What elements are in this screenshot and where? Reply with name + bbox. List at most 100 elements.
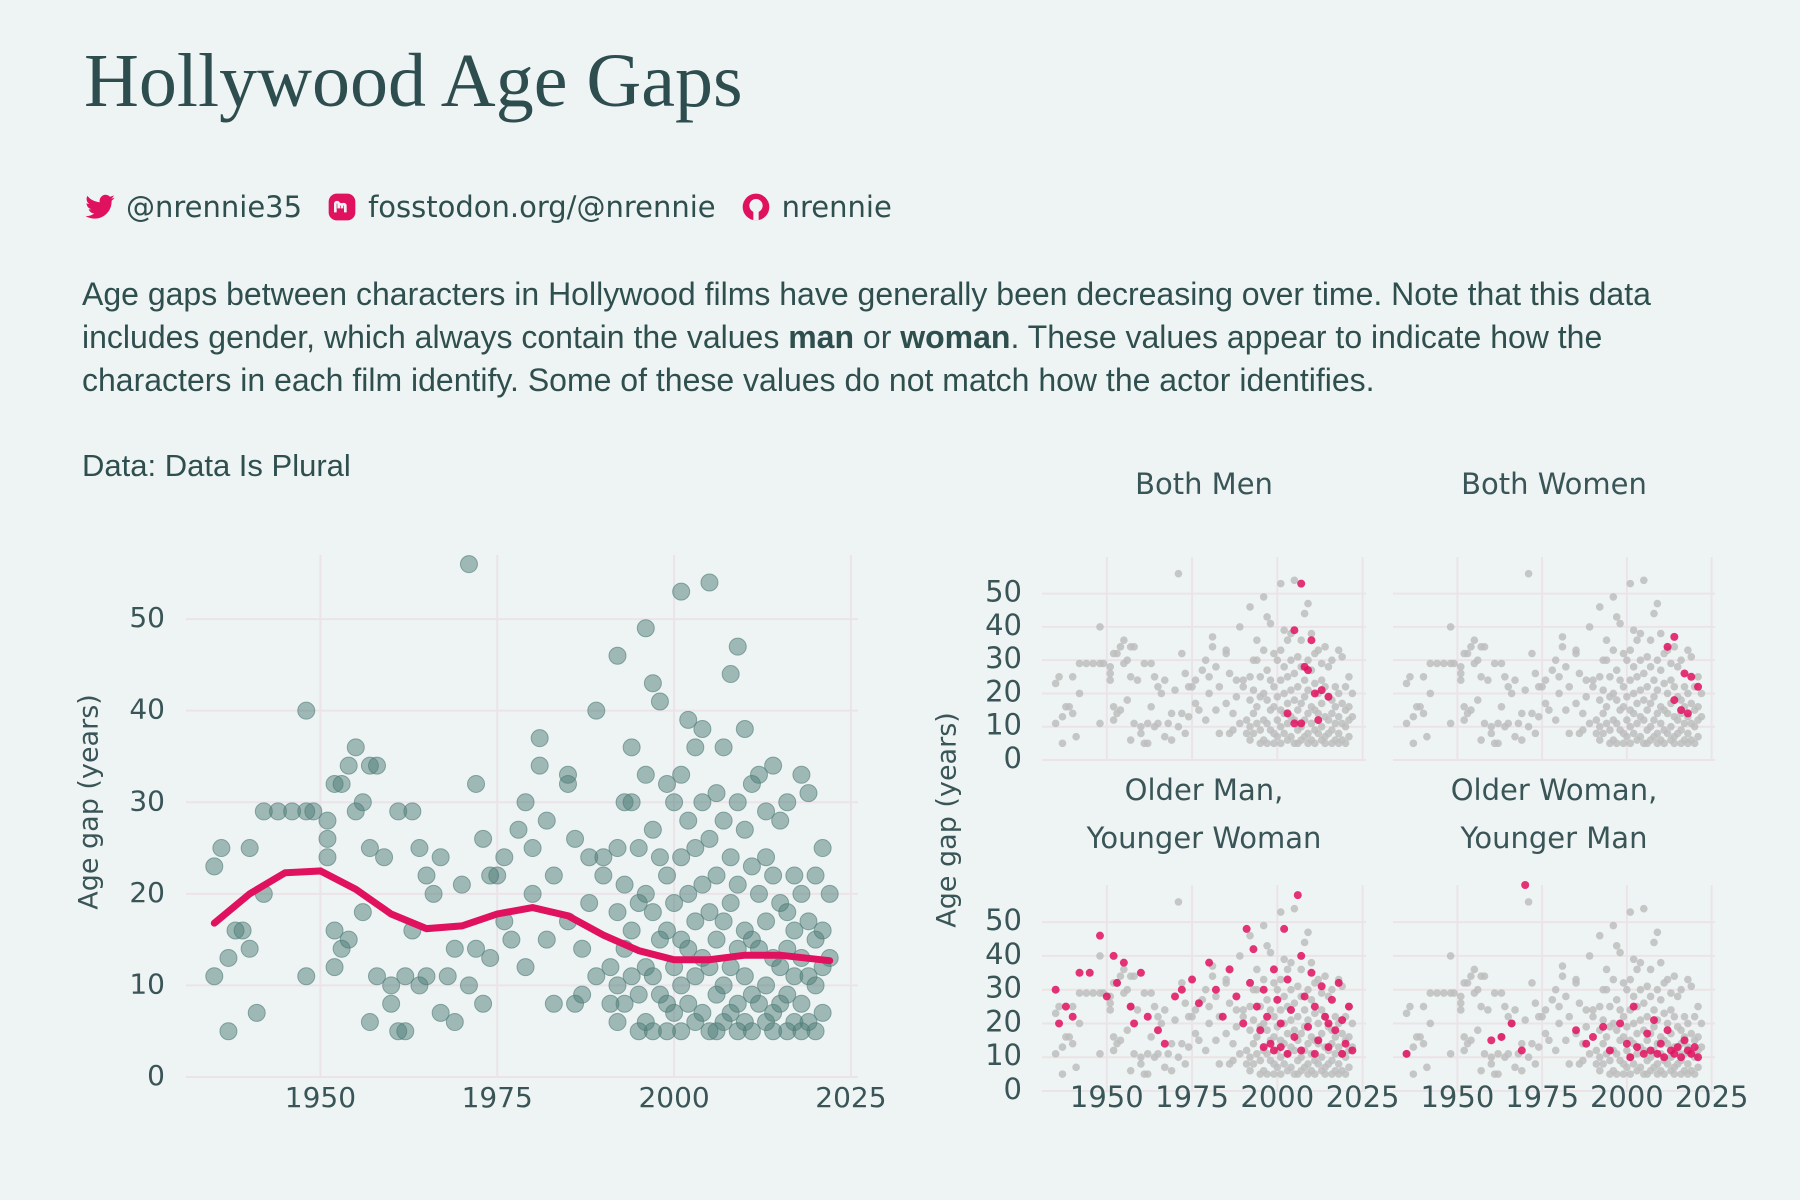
background-point [1307, 996, 1316, 1004]
background-point [1270, 682, 1278, 691]
background-point [1572, 979, 1580, 987]
x-tick-label: 2000 [1240, 1080, 1314, 1114]
background-point [1338, 1029, 1346, 1038]
point [714, 976, 733, 995]
background-point [1667, 1006, 1675, 1014]
background-point [1130, 1050, 1138, 1058]
background-point [1341, 722, 1350, 731]
highlight-point [1136, 968, 1145, 977]
highlight-point [1143, 1012, 1152, 1021]
background-point [1599, 729, 1607, 738]
background-point [1528, 709, 1536, 718]
point [643, 903, 662, 922]
point [403, 802, 422, 821]
description: Age gaps between characters in Hollywood… [82, 273, 1742, 402]
background-point [1109, 1046, 1118, 1055]
background-point [1677, 1026, 1685, 1035]
background-point [1612, 1070, 1621, 1078]
point [672, 582, 691, 601]
highlight-point [1324, 1019, 1333, 1028]
background-point [1297, 965, 1305, 974]
highlight-point [1126, 1002, 1135, 1011]
background-point [1109, 702, 1118, 711]
point [360, 1013, 379, 1032]
background-point [1293, 653, 1302, 661]
point [523, 884, 542, 903]
point [735, 967, 754, 986]
background-point [1242, 729, 1251, 738]
background-point [1167, 709, 1176, 718]
highlight-point [1521, 881, 1530, 889]
background-point [1562, 992, 1570, 1001]
github-icon [742, 193, 769, 221]
background-point [1409, 1070, 1418, 1078]
background-point [1184, 1043, 1193, 1051]
background-point [1147, 989, 1155, 997]
background-point [1501, 1002, 1509, 1011]
highlight-point [1639, 1049, 1648, 1058]
background-point [1181, 999, 1190, 1007]
x-tick-label: 1975 [462, 1081, 533, 1114]
point [382, 976, 401, 995]
point [332, 774, 351, 793]
background-point [1317, 676, 1326, 684]
point [325, 921, 344, 940]
background-point [1450, 659, 1458, 668]
background-point [1670, 739, 1679, 748]
background-point [1263, 613, 1271, 621]
point [636, 765, 655, 784]
description-text: or [854, 319, 901, 355]
point [452, 875, 471, 894]
background-point [1229, 709, 1237, 718]
point [509, 820, 528, 839]
background-point [1068, 1039, 1077, 1048]
background-point [1663, 1060, 1672, 1068]
background-point [1555, 689, 1563, 698]
background-point [1222, 979, 1230, 987]
background-point [1154, 719, 1162, 728]
background-point [1640, 696, 1648, 704]
background-point [1229, 1039, 1237, 1048]
background-point [1259, 593, 1268, 601]
background-point [1266, 1006, 1275, 1014]
background-point [1293, 706, 1302, 714]
background-point [1697, 1043, 1706, 1051]
background-point [1089, 659, 1097, 668]
background-point [1524, 569, 1533, 578]
background-point [1653, 599, 1662, 608]
background-point [1150, 1002, 1159, 1011]
point [714, 811, 733, 830]
background-point [1160, 676, 1169, 684]
twitter-icon [85, 194, 115, 219]
highlight-point [1310, 1049, 1319, 1058]
highlight-point [1310, 689, 1319, 698]
background-point [1171, 686, 1179, 694]
background-point [1504, 1012, 1513, 1021]
point [672, 1022, 691, 1041]
background-point [1599, 709, 1607, 718]
background-point [1504, 719, 1513, 728]
background-point [1147, 1033, 1155, 1041]
background-point [1623, 716, 1631, 724]
point [304, 802, 323, 821]
background-point [1290, 1046, 1299, 1055]
background-point [1595, 1066, 1604, 1075]
point [806, 976, 825, 995]
background-point [1619, 1033, 1628, 1041]
background-point [1690, 1070, 1699, 1078]
background-point [1191, 676, 1200, 684]
x-tick-label: 2025 [815, 1081, 886, 1114]
background-point [1456, 1006, 1465, 1014]
background-point [1650, 938, 1658, 947]
background-point [1463, 649, 1472, 658]
background-point [1160, 1063, 1169, 1072]
point [679, 994, 698, 1013]
background-point [1137, 722, 1145, 731]
background-point [1106, 676, 1115, 684]
point [785, 921, 804, 940]
background-point [1283, 699, 1292, 708]
highlight-point [1653, 1049, 1662, 1058]
background-point [1164, 1050, 1172, 1058]
point [580, 894, 599, 912]
background-point [1419, 1002, 1428, 1011]
